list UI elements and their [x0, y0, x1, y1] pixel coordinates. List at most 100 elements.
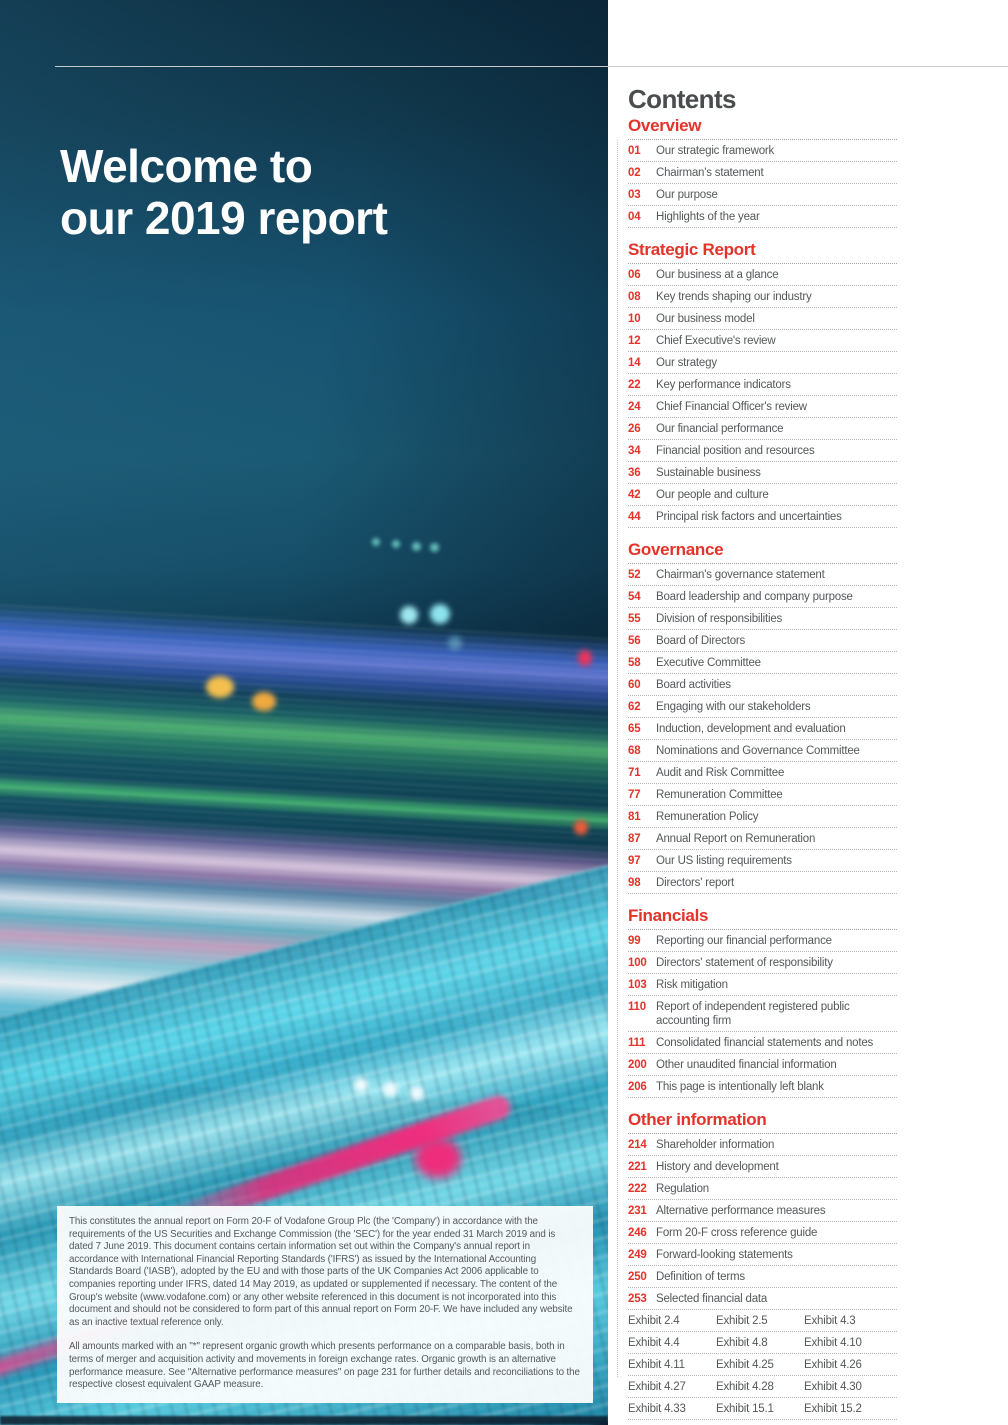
toc-item-label: Directors' statement of responsibility	[656, 957, 833, 969]
toc-item-label: Board activities	[656, 679, 731, 691]
toc-item[interactable]: 97 Our US listing requirements	[628, 850, 897, 872]
toc-item-label: Chief Financial Officer's review	[656, 401, 807, 413]
toc-page-number: 200	[628, 1059, 647, 1071]
toc-item[interactable]: 103 Risk mitigation	[628, 974, 897, 996]
toc-item[interactable]: 253 Selected financial data	[628, 1288, 897, 1310]
toc-item[interactable]: 77 Remuneration Committee	[628, 784, 897, 806]
toc-page-number: 12	[628, 335, 641, 347]
exhibit-link[interactable]: Exhibit 4.26	[804, 1359, 862, 1371]
exhibit-row: Exhibit 4.4 Exhibit 4.8 Exhibit 4.10	[628, 1332, 897, 1354]
toc-item-label: Form 20-F cross reference guide	[656, 1227, 818, 1239]
toc-item[interactable]: 42 Our people and culture	[628, 484, 897, 506]
toc-item[interactable]: 81 Remuneration Policy	[628, 806, 897, 828]
toc-item[interactable]: 01 Our strategic framework	[628, 140, 897, 162]
toc-item[interactable]: 222 Regulation	[628, 1178, 897, 1200]
toc-item[interactable]: 250 Definition of terms	[628, 1266, 897, 1288]
toc-section: Financials 99 Reporting our financial perf…	[628, 906, 897, 1098]
toc-page-number: 34	[628, 445, 641, 457]
toc-page-number: 77	[628, 789, 641, 801]
toc-item[interactable]: 03 Our purpose	[628, 184, 897, 206]
welcome-title: Welcome to our 2019 report	[60, 140, 388, 244]
toc-item[interactable]: 62 Engaging with our stakeholders	[628, 696, 897, 718]
toc-item[interactable]: 44 Principal risk factors and uncertainti…	[628, 506, 897, 528]
exhibit-link[interactable]: Exhibit 4.28	[716, 1381, 774, 1393]
toc-section: Strategic Report 06 Our business at a glan…	[628, 240, 897, 528]
toc-item[interactable]: 26 Our financial performance	[628, 418, 897, 440]
toc-page-number: 99	[628, 935, 641, 947]
toc-item[interactable]: 200 Other unaudited financial information	[628, 1054, 897, 1076]
exhibit-link[interactable]: Exhibit 4.27	[628, 1381, 686, 1393]
toc-item[interactable]: 111 Consolidated financial statements and…	[628, 1032, 897, 1054]
toc-page-number: 44	[628, 511, 641, 523]
toc-item[interactable]: 214 Shareholder information	[628, 1134, 897, 1156]
toc-page-number: 01	[628, 145, 641, 157]
exhibit-row: Exhibit 2.4 Exhibit 2.5 Exhibit 4.3	[628, 1310, 897, 1332]
toc-page-number: 214	[628, 1139, 647, 1151]
exhibit-link[interactable]: Exhibit 4.30	[804, 1381, 862, 1393]
exhibit-row: Exhibit 4.27 Exhibit 4.28 Exhibit 4.30	[628, 1376, 897, 1398]
toc-item[interactable]: 65 Induction, development and evaluation	[628, 718, 897, 740]
toc-item-label: Our financial performance	[656, 423, 784, 435]
toc-item[interactable]: 58 Executive Committee	[628, 652, 897, 674]
toc-item[interactable]: 10 Our business model	[628, 308, 897, 330]
exhibit-link[interactable]: Exhibit 2.4	[628, 1315, 680, 1327]
toc-item[interactable]: 06 Our business at a glance	[628, 264, 897, 286]
toc-item[interactable]: 08 Key trends shaping our industry	[628, 286, 897, 308]
toc-page-number: 24	[628, 401, 641, 413]
toc-item[interactable]: 36 Sustainable business	[628, 462, 897, 484]
toc-item[interactable]: 98 Directors' report	[628, 872, 897, 894]
toc-item[interactable]: 54 Board leadership and company purpose	[628, 586, 897, 608]
contents-left-rule	[617, 140, 618, 1377]
toc-item-label: Our strategic framework	[656, 145, 775, 157]
toc-item[interactable]: 68 Nominations and Governance Committee	[628, 740, 897, 762]
disclaimer-paragraph-1: This constitutes the annual report on Fo…	[69, 1216, 573, 1328]
toc-page-number: 55	[628, 613, 641, 625]
exhibit-link[interactable]: Exhibit 4.33	[628, 1403, 686, 1415]
toc-item[interactable]: 02 Chairman's statement	[628, 162, 897, 184]
toc-item[interactable]: 71 Audit and Risk Committee	[628, 762, 897, 784]
toc-item[interactable]: 12 Chief Executive's review	[628, 330, 897, 352]
exhibit-link[interactable]: Exhibit 4.3	[804, 1315, 856, 1327]
toc-item[interactable]: 56 Board of Directors	[628, 630, 897, 652]
toc-item[interactable]: 246 Form 20-F cross reference guide	[628, 1222, 897, 1244]
exhibit-link[interactable]: Exhibit 2.5	[716, 1315, 768, 1327]
exhibit-link[interactable]: Exhibit 4.10	[804, 1337, 862, 1349]
toc-item[interactable]: 14 Our strategy	[628, 352, 897, 374]
exhibit-link[interactable]: Exhibit 4.4	[628, 1337, 680, 1349]
toc-item[interactable]: 221 History and development	[628, 1156, 897, 1178]
toc-item[interactable]: 04 Highlights of the year	[628, 206, 897, 228]
photo-bottom-edge	[0, 1416, 608, 1425]
toc-item-label: Sustainable business	[656, 467, 761, 479]
toc-page-number: 110	[628, 1001, 646, 1013]
toc-item[interactable]: 99 Reporting our financial performance	[628, 930, 897, 952]
toc-item-label: Other unaudited financial information	[656, 1059, 837, 1071]
toc-item-label: Report of independent registered public …	[656, 1001, 850, 1027]
exhibit-link[interactable]: Exhibit 4.8	[716, 1337, 768, 1349]
toc-page-number: 26	[628, 423, 641, 435]
exhibit-row: Exhibit 4.11 Exhibit 4.25 Exhibit 4.26	[628, 1354, 897, 1376]
toc-item[interactable]: 249 Forward-looking statements	[628, 1244, 897, 1266]
toc-item[interactable]: 22 Key performance indicators	[628, 374, 897, 396]
exhibit-link[interactable]: Exhibit 4.25	[716, 1359, 774, 1371]
exhibit-link[interactable]: Exhibit 15.2	[804, 1403, 862, 1415]
exhibit-link[interactable]: Exhibit 15.1	[716, 1403, 774, 1415]
toc-item-label: Chairman's governance statement	[656, 569, 825, 581]
toc-item[interactable]: 55 Division of responsibilities	[628, 608, 897, 630]
exhibit-link[interactable]: Exhibit 4.11	[628, 1359, 685, 1371]
toc-item[interactable]: 231 Alternative performance measures	[628, 1200, 897, 1222]
toc-item-label: Forward-looking statements	[656, 1249, 793, 1261]
toc-item[interactable]: 34 Financial position and resources	[628, 440, 897, 462]
toc-item[interactable]: 87 Annual Report on Remuneration	[628, 828, 897, 850]
disclaimer-paragraph-2: All amounts marked with an "*" represent…	[69, 1341, 580, 1391]
toc-page-number: 253	[628, 1293, 647, 1305]
toc-item[interactable]: 110 Report of independent registered publ…	[628, 996, 897, 1032]
toc-page-number: 62	[628, 701, 641, 713]
toc-item[interactable]: 206 This page is intentionally left blank	[628, 1076, 897, 1098]
toc-page-number: 22	[628, 379, 641, 391]
toc-item[interactable]: 24 Chief Financial Officer's review	[628, 396, 897, 418]
toc-item-label: Definition of terms	[656, 1271, 745, 1283]
toc-item[interactable]: 60 Board activities	[628, 674, 897, 696]
toc-item[interactable]: 100 Directors' statement of responsibilit…	[628, 952, 897, 974]
toc-item-label: Executive Committee	[656, 657, 761, 669]
toc-item[interactable]: 52 Chairman's governance statement	[628, 564, 897, 586]
